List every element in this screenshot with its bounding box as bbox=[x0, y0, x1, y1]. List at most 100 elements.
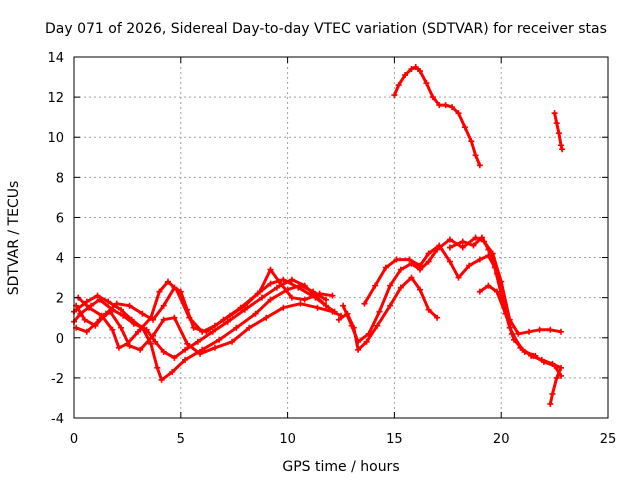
point-track-1-13 bbox=[209, 328, 216, 335]
series-track-11 bbox=[391, 64, 483, 169]
point-track-11-7 bbox=[429, 94, 436, 101]
point-track-11-13 bbox=[468, 138, 475, 145]
point-track-8-20 bbox=[558, 364, 565, 371]
point-track-2-11 bbox=[182, 356, 189, 363]
point-track-7-21 bbox=[547, 326, 554, 333]
ticks: 0 5 10 15 20 25 -4 -2 0 2 4 6 8 10 12 14 bbox=[47, 51, 616, 447]
point-track-8-5 bbox=[417, 262, 424, 269]
point-track-6-9 bbox=[417, 286, 424, 293]
point-track-9-10 bbox=[540, 358, 547, 365]
point-track-11-1 bbox=[395, 82, 402, 89]
point-track-4-9 bbox=[164, 278, 171, 285]
point-track-5-8 bbox=[160, 316, 167, 323]
point-track-8-7 bbox=[436, 242, 443, 249]
point-track-2-15 bbox=[252, 310, 259, 317]
point-track-4-18 bbox=[276, 278, 283, 285]
point-track-2-19 bbox=[310, 288, 317, 295]
point-track-8-4 bbox=[406, 256, 413, 263]
point-track-3-21 bbox=[323, 302, 330, 309]
point-track-8-0 bbox=[361, 300, 368, 307]
point-track-3-8 bbox=[160, 302, 167, 309]
point-track-4-3 bbox=[109, 326, 116, 333]
series-layer bbox=[71, 64, 566, 407]
series-track-2 bbox=[71, 282, 330, 383]
point-track-5-9 bbox=[171, 314, 178, 321]
point-track-2-13 bbox=[216, 336, 223, 343]
point-track-11-9 bbox=[442, 102, 449, 109]
point-track-9-3 bbox=[478, 234, 485, 241]
point-track-5-10 bbox=[184, 340, 191, 347]
point-track-8-1 bbox=[372, 282, 379, 289]
point-track-7-1 bbox=[348, 322, 355, 329]
point-track-5-4 bbox=[117, 324, 124, 331]
point-track-7-3 bbox=[365, 330, 372, 337]
point-track-8-3 bbox=[393, 256, 400, 263]
point-track-10-0 bbox=[476, 288, 483, 295]
point-track-12-0 bbox=[551, 110, 558, 117]
x-tick-label-0: 0 bbox=[70, 432, 78, 447]
point-track-2-10 bbox=[169, 368, 176, 375]
point-track-4-4 bbox=[115, 344, 122, 351]
point-track-7-13 bbox=[472, 234, 479, 241]
point-track-7-0 bbox=[340, 302, 347, 309]
point-track-3-5 bbox=[126, 302, 133, 309]
x-tick-label-3: 15 bbox=[386, 432, 403, 447]
point-track-11-8 bbox=[436, 102, 443, 109]
y-tick-label-6: 8 bbox=[56, 171, 64, 186]
point-track-6-11 bbox=[434, 314, 441, 321]
y-tick-label-2: 0 bbox=[56, 332, 64, 347]
series-track-5 bbox=[73, 300, 344, 357]
point-track-8-11 bbox=[476, 256, 483, 263]
y-tick-label-5: 6 bbox=[56, 211, 64, 226]
point-track-7-5 bbox=[387, 282, 394, 289]
point-track-2-9 bbox=[158, 376, 165, 383]
point-track-7-2 bbox=[355, 338, 362, 345]
point-track-2-5 bbox=[128, 316, 135, 323]
point-track-9-1 bbox=[459, 238, 466, 245]
point-track-12-2 bbox=[555, 130, 562, 137]
point-track-11-6 bbox=[423, 80, 430, 87]
point-track-6-4 bbox=[363, 338, 370, 345]
point-track-6-7 bbox=[397, 284, 404, 291]
point-track-5-13 bbox=[229, 338, 236, 345]
point-track-9-0 bbox=[446, 244, 453, 251]
point-track-3-18 bbox=[280, 276, 287, 283]
point-track-5-2 bbox=[96, 316, 103, 323]
point-track-9-2 bbox=[470, 242, 477, 249]
point-track-5-19 bbox=[329, 308, 336, 315]
point-track-8-21 bbox=[553, 374, 560, 381]
point-track-11-2 bbox=[402, 72, 409, 79]
point-track-6-6 bbox=[387, 302, 394, 309]
point-track-11-4 bbox=[412, 64, 419, 71]
point-track-10-1 bbox=[485, 282, 492, 289]
point-track-4-16 bbox=[256, 288, 263, 295]
point-track-7-19 bbox=[525, 328, 532, 335]
y-tick-label-4: 4 bbox=[56, 252, 64, 267]
point-track-5-14 bbox=[246, 324, 253, 331]
point-track-10-2 bbox=[493, 288, 500, 295]
x-axis-label: GPS time / hours bbox=[282, 459, 399, 475]
point-track-6-8 bbox=[408, 274, 415, 281]
point-track-10-3 bbox=[502, 310, 509, 317]
y-tick-label-8: 12 bbox=[47, 91, 64, 106]
point-track-1-17 bbox=[273, 284, 280, 291]
point-track-5-7 bbox=[150, 332, 157, 339]
point-track-11-3 bbox=[408, 66, 415, 73]
point-track-6-0 bbox=[335, 316, 342, 323]
point-track-5-3 bbox=[107, 308, 114, 315]
plot-frame bbox=[73, 56, 609, 419]
point-track-12-4 bbox=[559, 146, 566, 153]
point-track-4-20 bbox=[301, 296, 308, 303]
point-track-3-4 bbox=[113, 300, 120, 307]
y-axis-label: SDTVAR / TECUs bbox=[6, 181, 22, 296]
point-track-1-12 bbox=[194, 338, 201, 345]
x-tick-label-1: 5 bbox=[177, 432, 185, 447]
point-track-9-4 bbox=[485, 246, 492, 253]
point-track-5-12 bbox=[211, 344, 218, 351]
y-tick-label-9: 14 bbox=[47, 51, 64, 66]
point-track-9-11 bbox=[551, 362, 558, 369]
point-track-4-22 bbox=[329, 292, 336, 299]
point-track-4-12 bbox=[199, 328, 206, 335]
series-track-10 bbox=[476, 282, 539, 359]
